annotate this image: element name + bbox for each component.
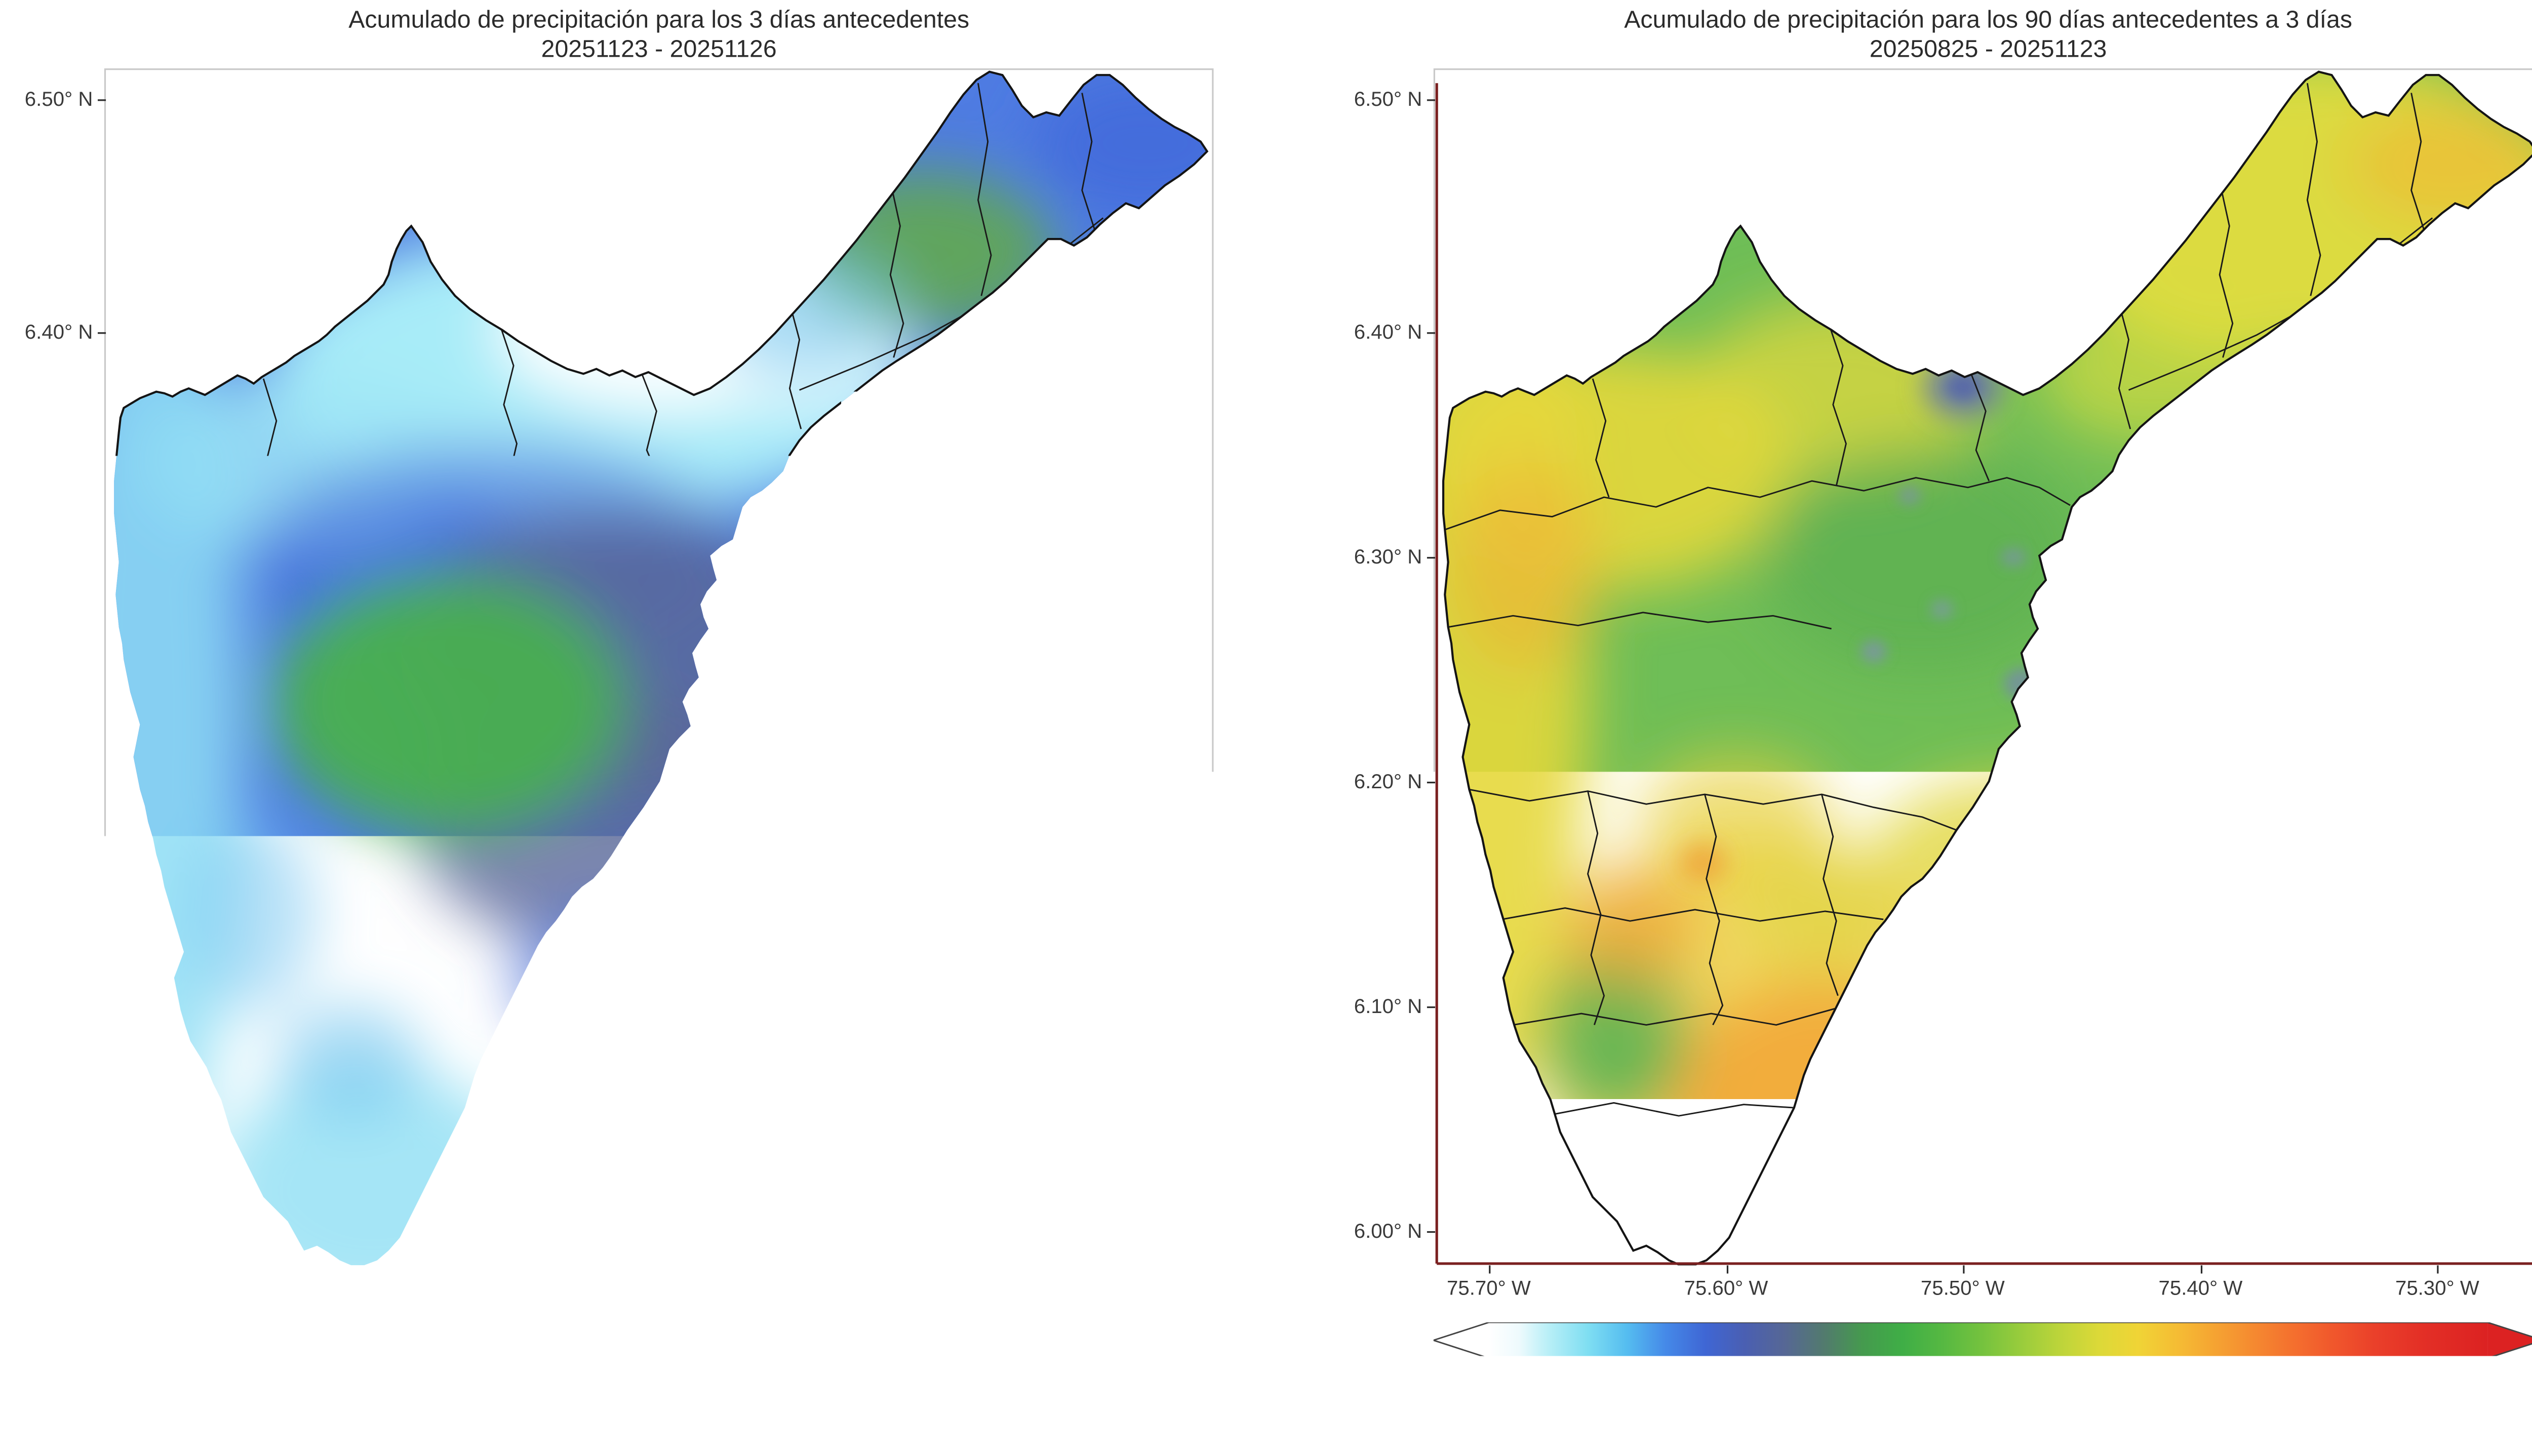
y-tick-mark	[1427, 558, 1435, 559]
colorbar-tick-label: 15	[267, 1365, 290, 1388]
y-tick-label: 6.00° N	[25, 1219, 93, 1242]
x-tick-label: 75.70° W	[1447, 1277, 1531, 1300]
colorbar-tick-label: 400	[1867, 1365, 1901, 1388]
colorbar-tick-label: 10	[227, 1365, 250, 1388]
x-tick-mark	[872, 1265, 873, 1273]
x-tick-label: 75.50° W	[591, 1277, 676, 1300]
colorbar-gradient-bar	[104, 1322, 1214, 1358]
y-tick-mark	[1427, 332, 1435, 333]
x-tick-mark	[2437, 1265, 2439, 1273]
x-axis-3day: 75.70° W 75.60° W 75.50° W 75.40° W 75.3…	[106, 1265, 1212, 1301]
y-tick-label: 6.40° N	[1354, 320, 1422, 343]
colorbar-tick-label: 80	[781, 1365, 804, 1388]
colorbar-tick-label: 300	[1768, 1365, 1802, 1388]
y-tick-mark	[1427, 1007, 1435, 1008]
colorbar-tick-label: 50	[544, 1365, 567, 1388]
panel-title-3day: Acumulado de precipitación para los 3 dí…	[104, 7, 1214, 65]
colorbar-gradient-bar	[1434, 1322, 2532, 1358]
title-line-2: 20251123 - 20251126	[104, 36, 1214, 65]
colorbar-tick-label: 0	[1483, 1365, 1494, 1388]
y-tick-label: 6.10° N	[1354, 996, 1422, 1019]
x-tick-mark	[1726, 1265, 1727, 1273]
colorbar-tick-label: 1	[162, 1365, 173, 1388]
map-90day	[1435, 70, 2532, 1265]
colorbar-tick-label: 200	[1670, 1365, 1704, 1388]
y-tick-label: 6.10° N	[25, 996, 93, 1019]
colorbar-tick-label: 100	[934, 1365, 968, 1388]
colorbar-90day: 0 100 200 300 400 500 600 700 800 900 10…	[1434, 1322, 2532, 1436]
y-tick-mark	[98, 1007, 106, 1008]
y-tick-mark	[98, 99, 106, 100]
x-tick-mark	[397, 1265, 398, 1273]
map-3day	[106, 70, 1212, 1265]
x-tick-mark	[2200, 1265, 2202, 1273]
x-tick-label: 75.30° W	[2395, 1277, 2479, 1300]
y-tick-label: 6.20° N	[25, 770, 93, 793]
y-tick-mark	[98, 781, 106, 783]
x-axis-90day: 75.70° W 75.60° W 75.50° W 75.40° W 75.3…	[1435, 1265, 2532, 1301]
y-tick-label: 6.30° N	[1354, 546, 1422, 569]
figure-canvas: Acumulado de precipitación para los 3 dí…	[0, 0, 2532, 1456]
x-tick-label: 75.40° W	[2159, 1277, 2243, 1300]
x-tick-mark	[1108, 1265, 1110, 1273]
colorbar-tick-label: 700	[2163, 1365, 2197, 1388]
colorbar-tick-label: 1000	[2454, 1365, 2499, 1388]
y-tick-mark	[98, 1231, 106, 1232]
colorbar-tick-label: 5	[193, 1365, 205, 1388]
colorbar-tick-label: 35	[425, 1365, 448, 1388]
colorbar-3day: 0 1 5 10 15 20 25 30 35 40 50 60 80 100 …	[104, 1322, 1214, 1436]
y-axis-3day: 6.50° N 6.40° N 6.30° N 6.20° N 6.10° N …	[5, 70, 93, 1265]
colorbar-tick-label: 600	[2065, 1365, 2099, 1388]
x-tick-label: 75.40° W	[829, 1277, 914, 1300]
x-tick-label: 75.30° W	[1066, 1277, 1150, 1300]
y-tick-mark	[1427, 99, 1435, 100]
x-tick-mark	[634, 1265, 635, 1273]
title-line-1: Acumulado de precipitación para los 3 dí…	[104, 7, 1214, 36]
map-panel-3day: 6.50° N 6.40° N 6.30° N 6.20° N 6.10° N …	[104, 68, 1214, 1267]
y-tick-label: 6.50° N	[1354, 87, 1422, 110]
y-tick-label: 6.30° N	[25, 546, 93, 569]
x-tick-label: 75.60° W	[355, 1277, 439, 1300]
colorbar-tick-label: 100	[1571, 1365, 1605, 1388]
colorbar-tick-label: 25	[346, 1365, 369, 1388]
y-tick-label: 6.50° N	[25, 87, 93, 110]
x-tick-label: 75.70° W	[117, 1277, 202, 1300]
colorbar-tick-label: 500	[1965, 1365, 1999, 1388]
x-tick-mark	[1963, 1265, 1964, 1273]
x-tick-mark	[160, 1265, 161, 1273]
y-tick-mark	[98, 332, 106, 333]
y-tick-label: 6.20° N	[1354, 770, 1422, 793]
panel-title-90day: Acumulado de precipitación para los 90 d…	[1434, 7, 2532, 65]
y-tick-mark	[1427, 1231, 1435, 1232]
y-tick-mark	[98, 558, 106, 559]
x-tick-mark	[1489, 1265, 1490, 1273]
y-tick-label: 6.40° N	[25, 320, 93, 343]
x-tick-label: 75.60° W	[1684, 1277, 1768, 1300]
y-axis-90day: 6.50° N 6.40° N 6.30° N 6.20° N 6.10° N …	[1334, 70, 1422, 1265]
colorbar-tick-label: 40	[465, 1365, 488, 1388]
colorbar-tick-label: 20	[306, 1365, 329, 1388]
y-tick-mark	[1427, 781, 1435, 783]
colorbar-label: Acumulado Precipitación [mm]	[104, 1394, 1214, 1429]
colorbar-tick-label: 900	[2360, 1365, 2394, 1388]
title-line-1: Acumulado de precipitación para los 90 d…	[1434, 7, 2532, 36]
colorbar-tick-label: 800	[2262, 1365, 2296, 1388]
colorbar-ticks-3day: 0 1 5 10 15 20 25 30 35 40 50 60 80 100	[160, 1365, 1158, 1391]
colorbar-tick-label: 30	[386, 1365, 409, 1388]
x-tick-label: 75.50° W	[1921, 1277, 2005, 1300]
colorbar-ticks-90day: 0 100 200 300 400 500 600 700 800 900 10…	[1489, 1365, 2487, 1391]
title-line-2: 20250825 - 20251123	[1434, 36, 2532, 65]
y-tick-label: 6.00° N	[1354, 1219, 1422, 1242]
colorbar-label: Acumulado Precipitación [mm]	[1434, 1394, 2532, 1429]
precipitation-field-3day	[106, 70, 1212, 1266]
colorbar-tick-label: 60	[623, 1365, 646, 1388]
map-panel-90day: 6.50° N 6.40° N 6.30° N 6.20° N 6.10° N …	[1434, 68, 2532, 1267]
